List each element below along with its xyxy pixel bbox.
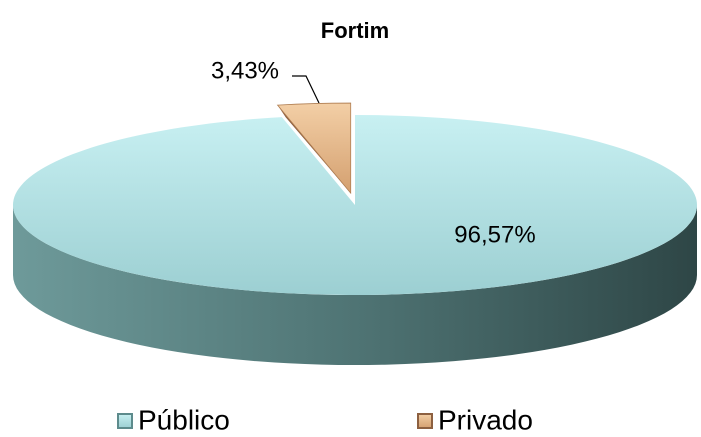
legend-label: Público [138,404,230,435]
legend-label: Privado [438,404,533,435]
legend-swatch [117,413,133,429]
pie-slice [13,115,698,295]
pie-side [13,205,697,365]
leader-line [292,75,320,104]
pie-slice [276,102,352,195]
data-label: 96,57% [454,221,535,248]
legend-swatch [417,413,433,429]
data-label: 3,43% [211,57,279,84]
chart-title: Fortim [321,18,389,43]
